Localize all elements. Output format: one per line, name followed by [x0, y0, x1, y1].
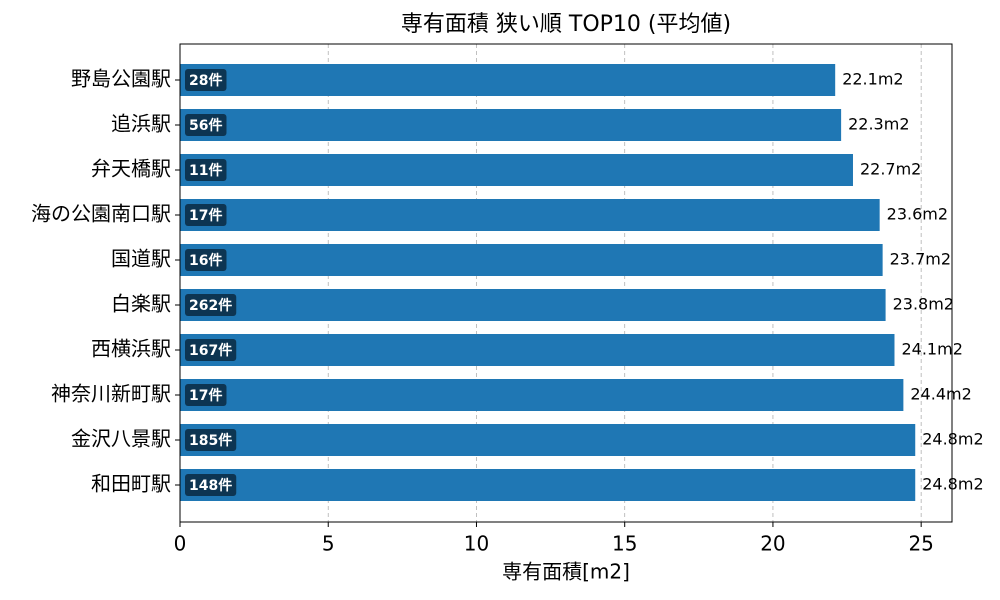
count-box [185, 69, 227, 91]
bar [180, 199, 880, 231]
count-label: 16件 [189, 252, 222, 269]
count-label: 28件 [189, 72, 222, 89]
count-label: 17件 [189, 387, 222, 404]
count-label: 56件 [189, 117, 222, 134]
count-label: 11件 [189, 162, 222, 179]
count-box [185, 204, 227, 226]
y-tick-label: 和田町駅 [91, 472, 171, 496]
x-tick-label: 20 [760, 532, 785, 556]
x-tick-label: 15 [612, 532, 637, 556]
y-tick-label: 海の公園南口駅 [31, 202, 171, 226]
count-box [185, 249, 227, 271]
bar [180, 424, 916, 456]
count-box [185, 159, 227, 181]
chart-title: 専有面積 狭い順 TOP10 (平均値) [401, 12, 731, 37]
bar [180, 244, 883, 276]
value-label: 23.6m2 [887, 205, 948, 224]
count-label: 17件 [189, 207, 222, 224]
y-tick-label: 金沢八景駅 [71, 427, 171, 451]
y-tick-label: 神奈川新町駅 [51, 382, 171, 406]
count-label: 185件 [189, 432, 232, 449]
x-tick-label: 25 [908, 532, 933, 556]
bar [180, 289, 886, 321]
x-tick-label: 10 [464, 532, 489, 556]
x-tick-label: 5 [322, 532, 335, 556]
value-label: 24.1m2 [901, 340, 962, 359]
value-label: 24.8m2 [922, 475, 983, 494]
x-tick-label: 0 [174, 532, 187, 556]
y-tick-label: 西横浜駅 [91, 337, 171, 361]
bar [180, 154, 853, 186]
value-label: 24.8m2 [922, 430, 983, 449]
bar [180, 379, 904, 411]
bar [180, 64, 836, 96]
count-label: 148件 [189, 477, 232, 494]
count-box [185, 474, 237, 496]
count-label: 167件 [189, 342, 232, 359]
value-label: 24.4m2 [910, 385, 971, 404]
value-label: 23.7m2 [890, 250, 951, 269]
count-box [185, 339, 237, 361]
count-box [185, 294, 237, 316]
count-box [185, 429, 237, 451]
y-tick-label: 追浜駅 [111, 112, 171, 136]
x-axis-label: 専有面積[m2] [502, 560, 630, 584]
bar [180, 109, 842, 141]
count-box [185, 114, 227, 136]
y-tick-label: 白楽駅 [111, 292, 171, 316]
y-tick-label: 国道駅 [111, 247, 171, 271]
value-label: 22.7m2 [860, 160, 921, 179]
value-label: 22.1m2 [842, 70, 903, 89]
plot-frame [179, 43, 953, 523]
y-tick-label: 弁天橋駅 [91, 157, 171, 181]
value-label: 22.3m2 [848, 115, 909, 134]
count-label: 262件 [189, 297, 232, 314]
y-tick-label: 野島公園駅 [71, 67, 171, 91]
value-label: 23.8m2 [893, 295, 954, 314]
count-box [185, 384, 227, 406]
bar [180, 334, 895, 366]
bar [180, 469, 916, 501]
